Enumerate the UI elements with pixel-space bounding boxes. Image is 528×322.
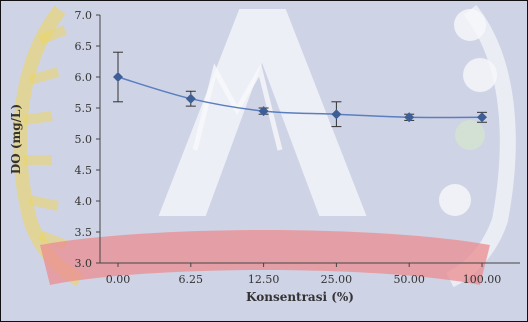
x-tick-label: 12.50 [248,273,280,286]
watermark-leaf [455,120,485,150]
watermark-logo [13,5,516,288]
y-tick-label: 4.5 [75,164,93,177]
x-tick-label: 25.00 [321,273,353,286]
y-tick-label: 5.5 [75,102,93,115]
y-tick-label: 7.0 [75,9,93,22]
watermark-letter-m [192,63,283,151]
y-tick-label: 3.0 [75,257,93,270]
data-point [404,112,415,123]
data-point [477,112,487,123]
data-point [331,109,342,120]
y-tick-label: 6.0 [75,71,93,84]
y-ticks: 3.0 3.5 4.0 4.5 5.0 5.5 6.0 6.5 7.0 [75,9,100,270]
x-tick-label: 50.00 [393,273,425,286]
y-axis-label: DO (mg/L) [9,104,23,174]
watermark-ribbon [40,230,490,285]
y-tick-label: 5.0 [75,133,93,146]
watermark-leaf [454,9,486,41]
watermark-wheat-left-leaves [23,25,68,250]
y-tick-label: 6.5 [75,40,93,53]
y-tick-label: 4.0 [75,195,93,208]
x-axis-label: Konsentrasi (%) [246,290,354,304]
watermark-letter-a [158,9,367,216]
y-tick-label: 3.5 [75,226,93,239]
data-point [113,72,123,82]
data-point [185,93,196,104]
data-series [113,72,487,123]
watermark-leaf [463,58,497,92]
series-line [117,76,483,119]
data-point [258,106,269,117]
x-tick-label: 0.00 [106,273,131,286]
x-tick-label: 6.25 [179,273,204,286]
x-ticks: 0.00 6.25 12.50 25.00 50.00 100.00 [106,263,502,286]
watermark-leaf [439,184,471,216]
x-tick-label: 100.00 [463,273,502,286]
